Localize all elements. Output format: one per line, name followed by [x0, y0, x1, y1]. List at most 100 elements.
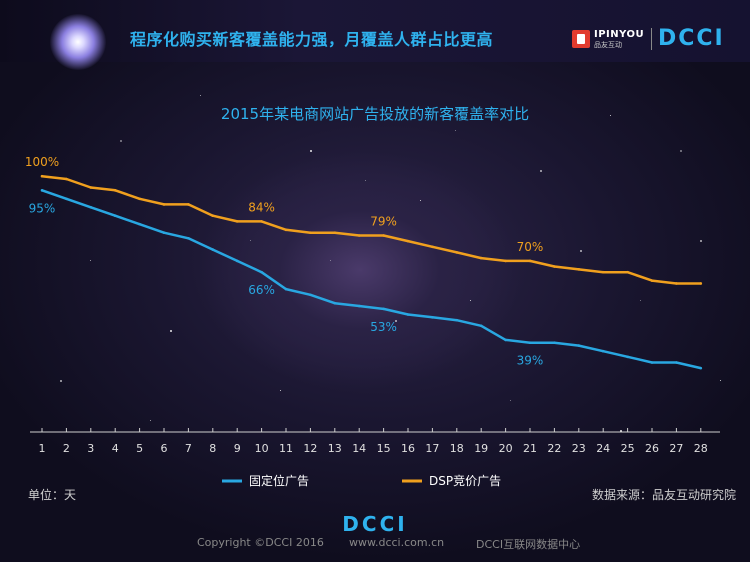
- star-decoration: [150, 420, 151, 421]
- footer-org-name: DCCI互联网数据中心: [476, 538, 581, 551]
- data-point: [187, 203, 190, 206]
- star-decoration: [510, 400, 511, 401]
- data-point: [235, 220, 239, 223]
- star-decoration: [330, 260, 331, 261]
- x-tick-label: 17: [425, 442, 439, 455]
- x-tick-label: 11: [279, 442, 293, 455]
- data-point: [431, 316, 434, 319]
- star-decoration: [365, 180, 366, 181]
- x-tick-label: 7: [185, 442, 192, 455]
- source-label: 数据来源：品友互动研究院: [591, 488, 736, 502]
- ipinyou-logo: IPINYOU 品友互动: [572, 28, 644, 50]
- data-point: [309, 293, 312, 297]
- data-point: [187, 237, 190, 240]
- data-point: [577, 344, 581, 347]
- x-tick-label: 24: [596, 442, 610, 455]
- data-label: 100%: [25, 155, 59, 169]
- x-tick-label: 1: [39, 442, 46, 455]
- data-point: [382, 234, 385, 237]
- data-point: [626, 270, 629, 274]
- x-tick-label: 2: [63, 442, 70, 455]
- dcci-logo: DCCI: [658, 26, 725, 51]
- series-line-0: [41, 189, 702, 370]
- x-tick-label: 20: [499, 442, 513, 455]
- data-point: [553, 341, 556, 345]
- data-point: [211, 214, 215, 218]
- x-tick-label: 9: [234, 442, 241, 455]
- ipinyou-logo-en: IPINYOU: [594, 28, 645, 40]
- data-point: [65, 177, 68, 181]
- data-label: 39%: [517, 354, 544, 368]
- data-point: [211, 248, 215, 251]
- star-decoration: [250, 240, 251, 241]
- star-decoration: [640, 300, 641, 301]
- data-point: [138, 197, 141, 201]
- data-point: [650, 279, 654, 282]
- star-decoration: [540, 170, 542, 172]
- x-tick-label: 27: [669, 442, 683, 455]
- star-decoration: [90, 260, 91, 261]
- data-point: [455, 318, 459, 322]
- data-point: [235, 259, 239, 263]
- data-point: [357, 234, 361, 237]
- data-point: [333, 231, 337, 234]
- star-decoration: [60, 380, 62, 382]
- x-tick-label: 12: [303, 442, 317, 455]
- star-decoration: [200, 95, 201, 96]
- x-tick-label: 6: [161, 442, 168, 455]
- x-tick-label: 8: [209, 442, 216, 455]
- data-point: [675, 361, 678, 364]
- data-point: [113, 189, 117, 192]
- data-point: [89, 186, 93, 189]
- data-label: 79%: [370, 214, 397, 228]
- data-point: [284, 228, 288, 232]
- data-point: [479, 324, 483, 328]
- x-tick-label: 13: [328, 442, 342, 455]
- data-point: [431, 245, 434, 249]
- x-tick-label: 18: [450, 442, 464, 455]
- data-point: [357, 304, 361, 308]
- x-tick-label: 16: [401, 442, 415, 455]
- ipinyou-logo-icon: [572, 30, 590, 48]
- x-tick-label: 26: [645, 442, 659, 455]
- legend-label-0: 固定位广告: [249, 473, 309, 488]
- data-point: [333, 301, 337, 305]
- footer-dcci-logo: DCCI: [342, 512, 408, 536]
- x-tick-label: 14: [352, 442, 366, 455]
- star-decoration: [470, 300, 471, 301]
- data-label: 66%: [248, 283, 275, 297]
- data-point: [89, 205, 93, 209]
- data-point: [406, 313, 410, 316]
- chart-title: 2015年某电商网站广告投放的新客覆盖率对比: [220, 105, 530, 123]
- star-decoration: [680, 150, 682, 152]
- data-point: [601, 270, 605, 274]
- x-tick-label: 25: [621, 442, 635, 455]
- star-decoration: [455, 130, 456, 131]
- x-tick-label: 4: [112, 442, 119, 455]
- x-tick-label: 22: [547, 442, 561, 455]
- data-point: [504, 338, 507, 342]
- x-tick-label: 19: [474, 442, 488, 455]
- data-point: [528, 341, 532, 345]
- x-tick-label: 5: [136, 442, 143, 455]
- star-decoration: [120, 140, 122, 142]
- legend-label-1: DSP竞价广告: [429, 474, 501, 488]
- data-label: 95%: [29, 201, 56, 215]
- footer-website-link[interactable]: www.dcci.com.cn: [349, 536, 445, 549]
- data-point: [699, 366, 703, 370]
- data-point: [260, 270, 263, 274]
- x-tick-label: 10: [255, 442, 269, 455]
- data-point: [382, 307, 385, 311]
- data-point: [626, 355, 629, 359]
- data-point: [40, 174, 44, 178]
- data-point: [65, 197, 68, 201]
- star-decoration: [620, 430, 622, 432]
- star-decoration: [395, 320, 397, 322]
- unit-label: 单位：天: [28, 488, 77, 502]
- data-point: [284, 287, 288, 291]
- data-point: [553, 265, 556, 268]
- star-glow-decoration: [50, 14, 106, 70]
- page-headline: 程序化购买新客覆盖能力强，月覆盖人群占比更高: [130, 30, 494, 49]
- footer-copyright: Copyright ©DCCI 2016: [197, 536, 324, 549]
- data-point: [601, 349, 605, 353]
